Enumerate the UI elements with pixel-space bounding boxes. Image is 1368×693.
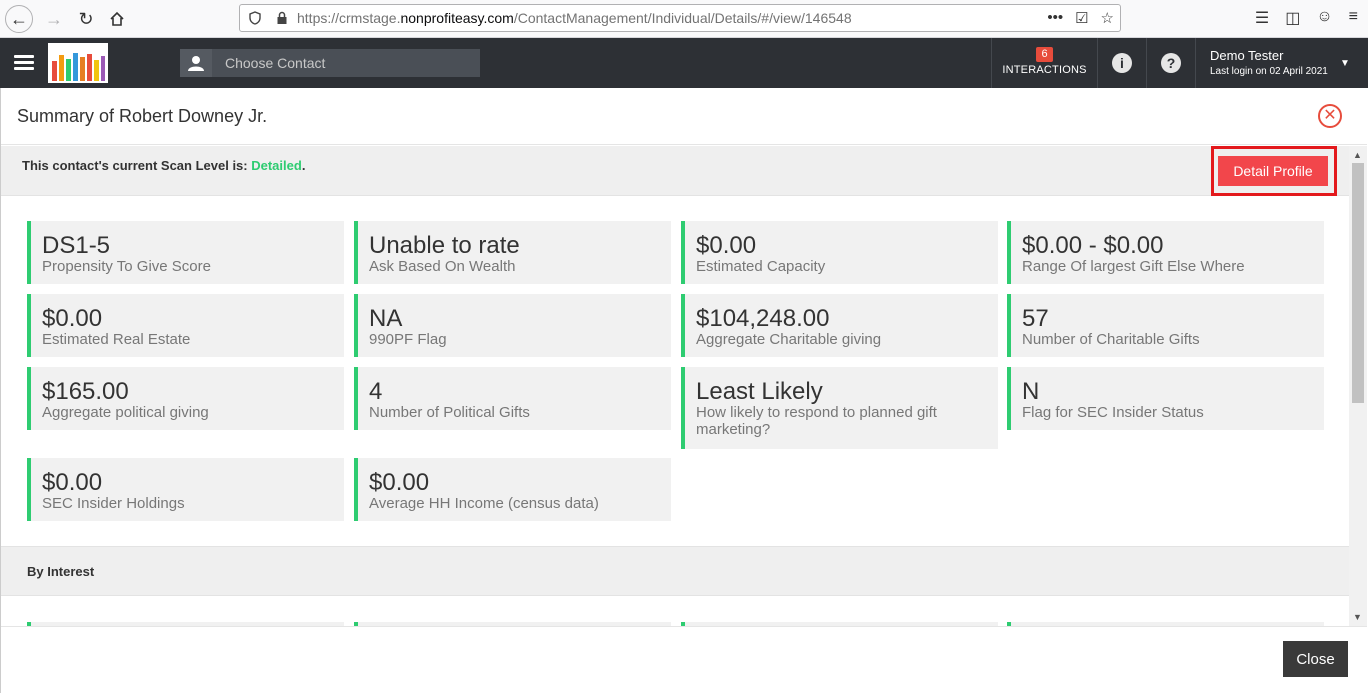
metric-label: Aggregate political giving: [42, 404, 209, 421]
metric-label: SEC Insider Holdings: [42, 495, 185, 512]
metric-card: 57 Number of Charitable Gifts: [1007, 294, 1324, 357]
info-icon: i: [1112, 53, 1132, 73]
metric-card: $0.00 SEC Insider Holdings: [27, 458, 344, 521]
detail-profile-button[interactable]: Detail Profile: [1218, 156, 1328, 186]
close-button[interactable]: Close: [1283, 641, 1348, 677]
scan-level-value: Detailed: [251, 158, 302, 173]
hamburger-menu-icon[interactable]: [14, 55, 34, 71]
info-button[interactable]: i: [1098, 38, 1147, 88]
metric-card: 4 Number of Political Gifts: [354, 367, 671, 430]
url-text: https://crmstage.nonprofiteasy.com/Conta…: [297, 10, 852, 26]
close-circle-icon[interactable]: ✕: [1318, 104, 1342, 128]
metric-card: $0.00 Estimated Real Estate: [27, 294, 344, 357]
shield-icon: [249, 11, 261, 25]
metric-value: $0.00: [42, 469, 103, 496]
interest-card: [27, 622, 344, 626]
sidebar-icon[interactable]: ◫: [1285, 10, 1301, 27]
metric-value: $0.00: [696, 232, 757, 259]
home-icon[interactable]: [103, 5, 131, 33]
interactions-count-badge: 6: [1036, 47, 1053, 62]
modal-title: Summary of Robert Downey Jr.: [17, 106, 268, 126]
help-icon: ?: [1161, 53, 1181, 73]
metric-card: N Flag for SEC Insider Status: [1007, 367, 1324, 430]
scroll-up-icon[interactable]: ▲: [1353, 150, 1362, 160]
scrollbar-thumb[interactable]: [1352, 163, 1364, 403]
metric-value: 57: [1022, 305, 1049, 332]
user-name: Demo Tester: [1210, 48, 1284, 63]
menu-icon[interactable]: ≡: [1348, 8, 1358, 25]
by-interest-header: By Interest: [1, 546, 1349, 596]
metric-card: $0.00 - $0.00 Range Of largest Gift Else …: [1007, 221, 1324, 284]
metric-label: Average HH Income (census data): [369, 495, 599, 512]
reload-icon[interactable]: ↻: [78, 8, 94, 29]
metric-card: $0.00 Estimated Capacity: [681, 221, 998, 284]
metric-value: $0.00: [42, 305, 103, 332]
metric-value: DS1-5: [42, 232, 111, 259]
user-menu[interactable]: Demo Tester Last login on 02 April 2021: [1210, 48, 1328, 77]
choose-contact-input[interactable]: [212, 49, 480, 77]
metric-label: How likely to respond to planned gift ma…: [696, 404, 937, 438]
metric-label: Number of Charitable Gifts: [1022, 331, 1200, 348]
vertical-scrollbar[interactable]: ▲ ▼: [1349, 146, 1367, 626]
metric-card: Unable to rate Ask Based On Wealth: [354, 221, 671, 284]
help-button[interactable]: ?: [1147, 38, 1196, 88]
metric-value: 4: [369, 378, 383, 405]
user-icon: [180, 49, 212, 77]
metric-label: Aggregate Charitable giving: [696, 331, 882, 348]
interest-card: [354, 622, 671, 626]
modal-footer: Close: [1, 626, 1367, 693]
metric-label: Flag for SEC Insider Status: [1022, 404, 1204, 421]
metric-label: Number of Political Gifts: [369, 404, 530, 421]
metric-card: NA 990PF Flag: [354, 294, 671, 357]
forward-arrow-icon[interactable]: →: [45, 8, 63, 29]
app-header: 6 INTERACTIONS i ? Demo Tester Last logi…: [0, 38, 1368, 88]
metric-card: DS1-5 Propensity To Give Score: [27, 221, 344, 284]
metric-card: Least Likely How likely to respond to pla…: [681, 367, 998, 449]
metric-label: Ask Based On Wealth: [369, 258, 516, 275]
lock-icon: [277, 11, 287, 24]
interactions-label: INTERACTIONS: [1002, 64, 1087, 76]
modal-body[interactable]: This contact's current Scan Level is: De…: [1, 146, 1367, 626]
caret-down-icon[interactable]: ▼: [1340, 58, 1350, 69]
metric-label: 990PF Flag: [369, 331, 447, 348]
summary-modal: Summary of Robert Downey Jr. ✕ This cont…: [0, 88, 1367, 693]
metric-label: Range Of largest Gift Else Where: [1022, 258, 1245, 275]
scroll-down-icon[interactable]: ▼: [1353, 612, 1362, 622]
metric-value: $0.00: [369, 469, 430, 496]
pocket-icon[interactable]: ☑: [1075, 10, 1089, 27]
bookmark-star-icon[interactable]: ☆: [1100, 10, 1114, 27]
metric-value: $0.00 - $0.00: [1022, 232, 1164, 259]
metric-label: Propensity To Give Score: [42, 258, 211, 275]
last-login: Last login on 02 April 2021: [1210, 66, 1328, 77]
logo[interactable]: [48, 43, 108, 83]
detail-profile-highlight: Detail Profile: [1211, 146, 1337, 196]
scan-level-text: This contact's current Scan Level is: De…: [22, 158, 306, 173]
metric-card: $165.00 Aggregate political giving: [27, 367, 344, 430]
account-icon[interactable]: ☺: [1316, 8, 1333, 25]
scan-level-bar: This contact's current Scan Level is: De…: [1, 146, 1349, 196]
interest-card: [681, 622, 998, 626]
metric-card: $104,248.00 Aggregate Charitable giving: [681, 294, 998, 357]
metric-value: Least Likely: [696, 378, 823, 405]
library-icon[interactable]: ☰: [1254, 10, 1270, 27]
metric-value: Unable to rate: [369, 232, 520, 259]
metric-value: $165.00: [42, 378, 129, 405]
metric-card: $0.00 Average HH Income (census data): [354, 458, 671, 521]
modal-header: Summary of Robert Downey Jr. ✕: [1, 88, 1367, 145]
metric-value: $104,248.00: [696, 305, 830, 332]
address-bar[interactable]: https://crmstage.nonprofiteasy.com/Conta…: [239, 4, 1121, 32]
interactions-button[interactable]: 6 INTERACTIONS: [991, 38, 1098, 88]
by-interest-title: By Interest: [27, 564, 95, 579]
metric-value: N: [1022, 378, 1040, 405]
contact-picker[interactable]: [180, 49, 480, 77]
metric-label: Estimated Capacity: [696, 258, 826, 275]
interest-card: [1007, 622, 1324, 626]
more-actions-icon[interactable]: •••: [1047, 9, 1064, 26]
metric-value: NA: [369, 305, 403, 332]
metric-label: Estimated Real Estate: [42, 331, 191, 348]
browser-toolbar: ← → ↻ https://crmstage.nonprofiteasy.com…: [0, 0, 1368, 38]
back-arrow-icon[interactable]: ←: [5, 5, 33, 33]
